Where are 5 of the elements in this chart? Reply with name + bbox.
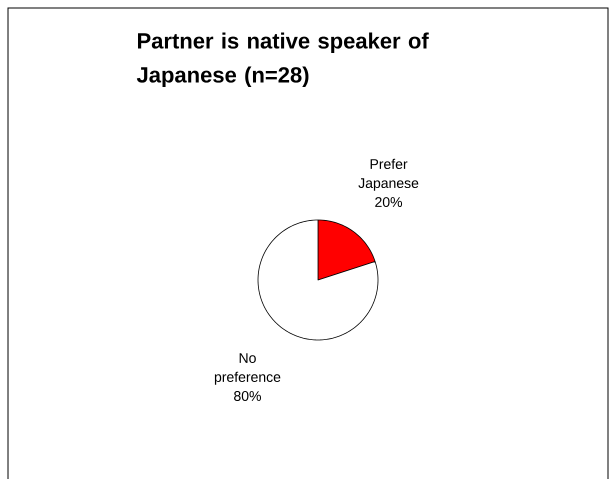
slice-label: No preference [214, 353, 280, 385]
chart-title: Partner is native speaker of Japanese (n=28) [136, 32, 429, 88]
data-label: 80% [234, 391, 261, 401]
slice-label: Prefer Japanese [358, 158, 418, 191]
data-label: 20% [375, 197, 402, 208]
